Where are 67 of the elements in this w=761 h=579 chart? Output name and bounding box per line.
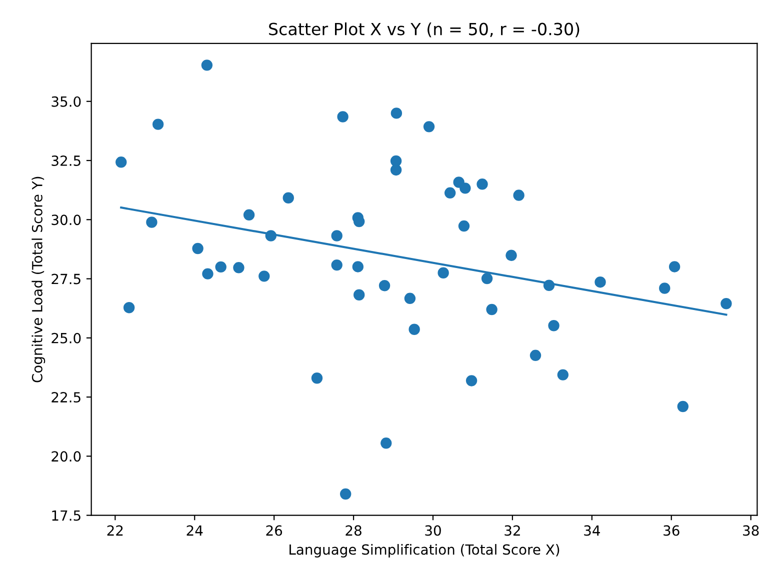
point bbox=[438, 267, 449, 278]
point bbox=[123, 302, 135, 314]
point bbox=[513, 190, 524, 201]
point bbox=[378, 280, 390, 292]
point bbox=[594, 276, 606, 288]
point bbox=[408, 324, 420, 335]
point bbox=[720, 298, 732, 310]
point bbox=[337, 111, 348, 122]
point bbox=[258, 270, 270, 282]
point bbox=[486, 304, 498, 316]
point bbox=[548, 320, 560, 332]
point bbox=[311, 372, 323, 384]
point bbox=[390, 108, 402, 119]
point bbox=[404, 292, 416, 304]
y-axis-title: Cognitive Load (Total Score Y) bbox=[32, 176, 46, 382]
point bbox=[380, 438, 392, 449]
x-tick-label: 30 bbox=[425, 525, 441, 536]
y-tick-label: 25.0 bbox=[52, 332, 81, 344]
point bbox=[530, 350, 542, 362]
point bbox=[243, 209, 255, 221]
point bbox=[668, 261, 680, 272]
y-tick-label: 35.0 bbox=[52, 96, 81, 107]
point bbox=[152, 118, 164, 130]
x-tick-label: 24 bbox=[186, 525, 203, 536]
x-tick-label: 38 bbox=[743, 525, 759, 536]
point bbox=[116, 156, 127, 168]
x-tick-label: 26 bbox=[266, 525, 282, 536]
x-tick-label: 36 bbox=[664, 525, 680, 536]
point bbox=[353, 289, 365, 300]
point bbox=[233, 262, 244, 274]
point bbox=[146, 216, 158, 228]
point bbox=[460, 182, 471, 194]
y-tick-label: 20.0 bbox=[52, 451, 81, 462]
y-tick-label: 17.5 bbox=[52, 510, 80, 521]
point bbox=[543, 280, 555, 292]
point bbox=[215, 261, 226, 273]
point bbox=[466, 375, 478, 386]
point bbox=[340, 488, 352, 500]
point bbox=[390, 155, 402, 167]
point bbox=[444, 187, 456, 199]
point bbox=[265, 230, 277, 242]
y-tick-label: 22.5 bbox=[52, 392, 80, 403]
y-tick-label: 30.0 bbox=[52, 214, 81, 226]
point bbox=[352, 261, 364, 272]
point bbox=[192, 242, 204, 254]
point bbox=[331, 230, 342, 242]
x-tick-label: 28 bbox=[346, 525, 362, 536]
x-axis-title: Language Simplification (Total Score X) bbox=[290, 544, 560, 558]
x-tick-label: 32 bbox=[504, 525, 520, 536]
point bbox=[390, 164, 402, 176]
point bbox=[458, 220, 470, 232]
point bbox=[481, 272, 493, 284]
x-tick-label: 34 bbox=[584, 525, 600, 536]
point bbox=[476, 178, 488, 190]
point bbox=[557, 369, 569, 380]
point bbox=[282, 192, 294, 204]
point bbox=[202, 268, 214, 280]
point bbox=[677, 400, 689, 412]
point bbox=[659, 282, 670, 294]
point bbox=[506, 250, 517, 261]
point bbox=[331, 259, 342, 271]
chart-title: Scatter Plot X vs Y (n = 50, r = -0.30) bbox=[269, 22, 580, 38]
point bbox=[201, 60, 213, 71]
point bbox=[423, 121, 435, 132]
y-tick-label: 32.5 bbox=[52, 155, 80, 166]
y-tick-label: 27.5 bbox=[52, 274, 80, 284]
x-tick-label: 22 bbox=[107, 525, 123, 536]
